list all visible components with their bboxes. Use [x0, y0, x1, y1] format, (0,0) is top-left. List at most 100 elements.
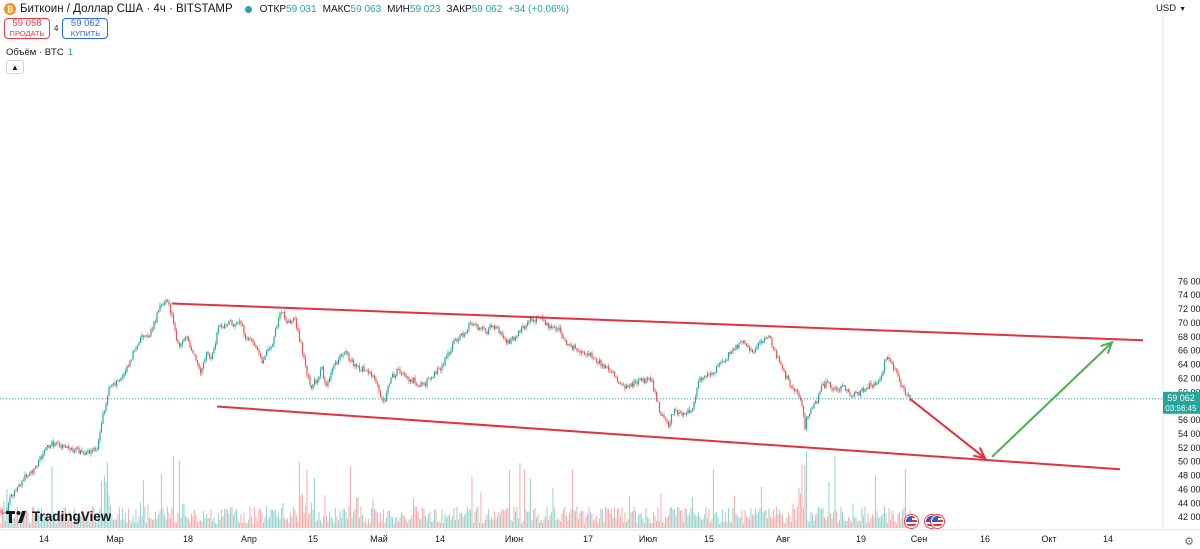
us-event-flag-icon[interactable] — [905, 515, 918, 528]
volume-bar — [172, 456, 174, 528]
candle-body — [318, 376, 320, 381]
volume-bar — [363, 522, 365, 528]
candle-body — [372, 375, 374, 377]
volume-bar — [102, 514, 104, 528]
volume-bar — [624, 512, 626, 528]
volume-bar — [174, 521, 176, 528]
volume-bar — [399, 517, 401, 528]
volume-bar — [193, 509, 195, 528]
candle-body — [270, 346, 272, 350]
volume-bar — [478, 522, 480, 528]
currency-selector[interactable]: USD ▼ — [1156, 3, 1186, 14]
candle-body — [330, 372, 332, 379]
channel-upper-line[interactable] — [171, 302, 1144, 342]
us-event-flag-icon[interactable] — [931, 515, 944, 528]
candle-body — [880, 375, 883, 379]
candle-body — [271, 344, 274, 347]
projection-up-arrow[interactable] — [991, 341, 1113, 458]
candle-body — [634, 380, 637, 382]
candle-body — [573, 345, 575, 350]
candle-body — [858, 392, 860, 396]
collapse-legend-button[interactable]: ▲ — [6, 60, 24, 74]
sell-button[interactable]: 59 058 ПРОДАТЬ — [4, 18, 50, 39]
volume-bar — [37, 507, 39, 528]
candle-body — [175, 329, 178, 341]
volume-bar — [618, 508, 620, 528]
volume-bar — [253, 506, 255, 528]
candle-body — [472, 324, 475, 326]
projection-down-arrow[interactable] — [909, 398, 986, 459]
volume-bar — [231, 506, 233, 528]
volume-bar — [687, 516, 689, 528]
volume-bar — [666, 517, 668, 528]
volume-legend[interactable]: Объём · BTC 1 — [6, 47, 73, 58]
volume-bar — [187, 518, 189, 528]
gear-icon[interactable]: ⚙ — [1184, 536, 1194, 548]
volume-bar — [262, 522, 264, 528]
volume-bar — [148, 517, 150, 528]
volume-bar — [798, 488, 800, 528]
candle-body — [567, 344, 569, 345]
candle-body — [832, 389, 835, 391]
candle-body — [222, 327, 224, 329]
buy-button[interactable]: 59 062 КУПИТЬ — [62, 18, 109, 39]
volume-bar — [339, 510, 341, 528]
time-tick-label: 16 — [980, 534, 990, 544]
volume-bar — [742, 523, 744, 528]
candle-body — [327, 382, 329, 386]
volume-bar — [222, 516, 224, 528]
volume-bar — [256, 521, 258, 528]
volume-bar — [303, 512, 305, 528]
candle-body — [447, 352, 449, 357]
volume-bar — [259, 509, 261, 528]
volume-bar — [762, 512, 764, 528]
candle-body — [891, 361, 893, 364]
volume-bar — [483, 523, 485, 528]
candle-body — [571, 345, 574, 350]
volume-bar — [745, 516, 747, 528]
volume-bar — [597, 522, 599, 528]
volume-bar — [784, 522, 786, 528]
volume-bar — [310, 502, 312, 528]
volume-bar — [273, 510, 275, 528]
volume-bar — [139, 502, 141, 528]
candle-body — [730, 351, 733, 354]
candle-body — [346, 351, 349, 354]
volume-bar — [502, 509, 504, 528]
volume-bar — [894, 521, 896, 528]
volume-bar — [558, 519, 560, 528]
volume-bar — [241, 522, 243, 528]
volume-bar — [63, 507, 65, 528]
volume-bar — [178, 460, 180, 528]
volume-bar — [877, 518, 879, 528]
price-tick-label: 62 000 — [1178, 373, 1200, 383]
volume-bar — [768, 508, 770, 528]
volume-bar — [645, 507, 647, 528]
volume-bar — [738, 517, 740, 528]
volume-bar — [85, 520, 87, 528]
candle-body — [190, 347, 193, 351]
candle-body — [534, 320, 536, 322]
channel-lower-line[interactable] — [216, 405, 1121, 471]
candle-body — [753, 351, 755, 353]
volume-bar — [408, 519, 410, 528]
candle-body — [670, 414, 673, 424]
candle-body — [805, 417, 808, 430]
candle-body — [366, 370, 368, 372]
tradingview-logo[interactable]: TradingView — [6, 509, 111, 524]
candle-body — [198, 363, 200, 369]
volume-bar — [748, 518, 750, 528]
candle-body — [238, 321, 241, 323]
candle-body — [210, 357, 212, 360]
volume-bar — [97, 516, 99, 528]
volume-bar — [445, 517, 447, 528]
candle-body — [802, 405, 805, 415]
volume-bar — [333, 523, 335, 528]
volume-bar — [679, 510, 681, 528]
candle-body — [468, 323, 470, 330]
symbol-title[interactable]: Биткоин / Доллар США · 4ч · BITSTAMP — [20, 3, 233, 15]
volume-bar — [871, 514, 873, 528]
candle-body — [703, 376, 706, 378]
price-tick-label: 64 000 — [1178, 360, 1200, 370]
